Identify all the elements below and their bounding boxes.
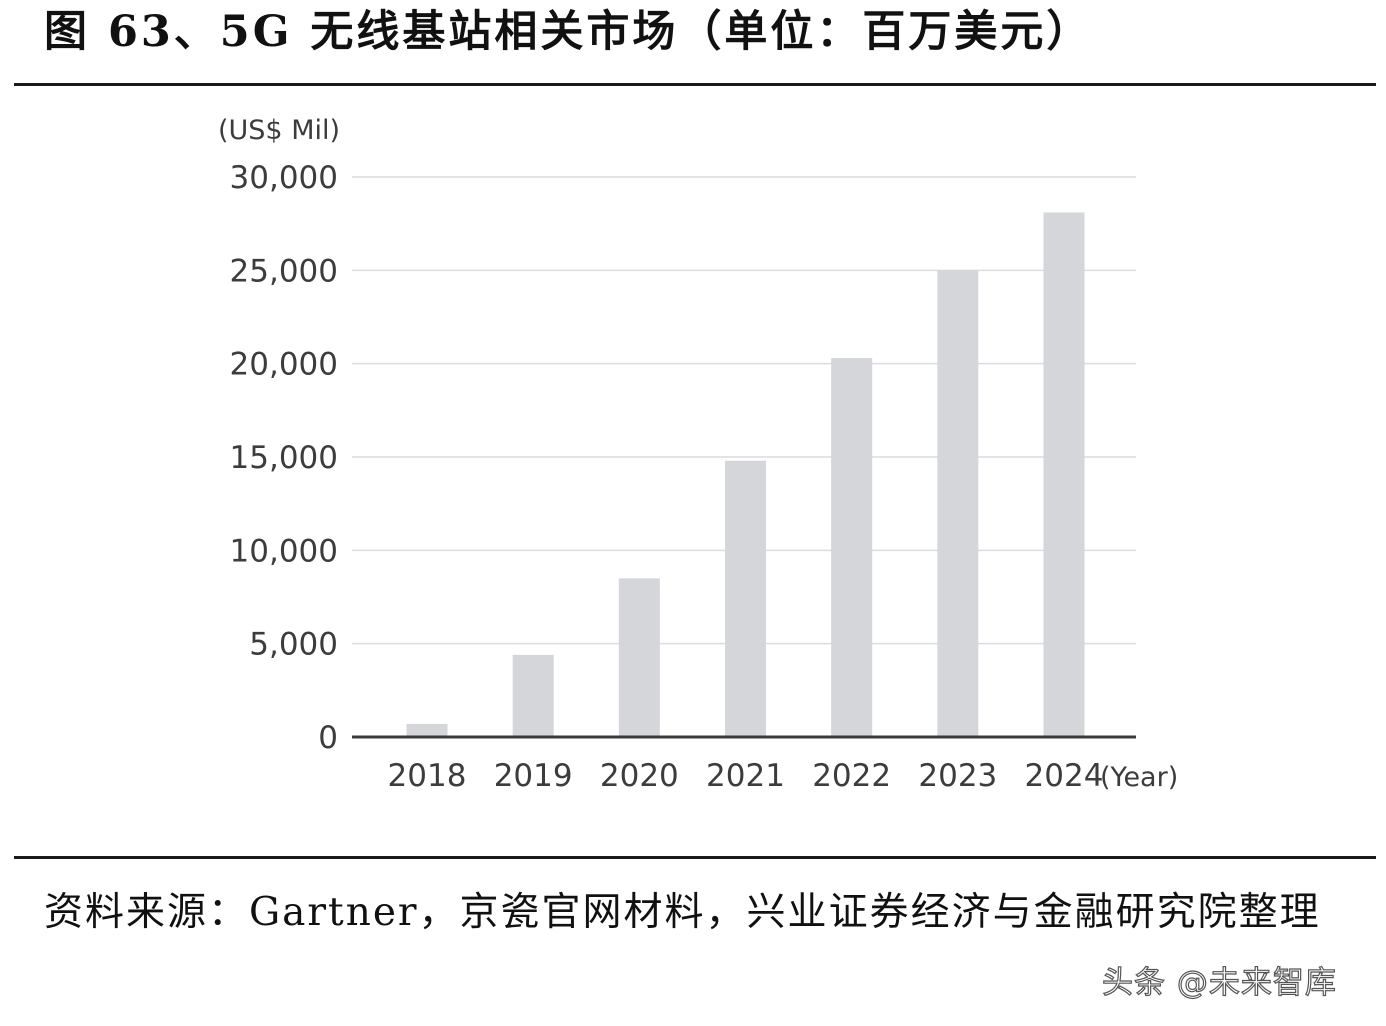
bar-2024 bbox=[1043, 212, 1085, 737]
bar-2023 bbox=[937, 270, 979, 737]
x-tick-labels: 2018 2019 2020 2021 2022 2023 2024 bbox=[388, 758, 1104, 794]
bar-2022 bbox=[831, 358, 873, 737]
y-tick-label: 10,000 bbox=[230, 533, 338, 569]
y-tick-label: 15,000 bbox=[230, 440, 338, 476]
y-tick-label: 25,000 bbox=[230, 253, 338, 289]
y-tick-label: 5,000 bbox=[249, 627, 338, 663]
source-note: 资料来源：Gartner，京瓷官网材料，兴业证券经济与金融研究院整理 bbox=[44, 890, 1321, 935]
bar-2020 bbox=[618, 578, 660, 737]
bar-2019 bbox=[512, 654, 554, 737]
y-tick-label: 0 bbox=[318, 720, 338, 756]
y-tick-labels: 0 5,000 10,000 15,000 20,000 25,000 30,000 bbox=[230, 160, 338, 756]
bar-2018 bbox=[406, 723, 448, 737]
watermark: 头条 @未来智库 bbox=[1101, 964, 1337, 1001]
x-axis-label: (Year) bbox=[1100, 762, 1178, 793]
title-divider bbox=[14, 83, 1376, 86]
x-tick-label-2020: 2020 bbox=[600, 758, 679, 794]
x-tick-label-2022: 2022 bbox=[812, 758, 891, 794]
x-tick-label-2024: 2024 bbox=[1025, 758, 1104, 794]
figure-title: 图 63、5G 无线基站相关市场（单位：百万美元） bbox=[44, 7, 1093, 57]
source-divider bbox=[14, 856, 1376, 859]
y-tick-label: 30,000 bbox=[230, 160, 338, 196]
bar-chart: (US$ Mil) 0 5,000 10,000 15,000 20,000 25,000… bbox=[218, 115, 1178, 794]
bars bbox=[406, 212, 1085, 737]
x-tick-label-2019: 2019 bbox=[494, 758, 573, 794]
x-tick-label-2018: 2018 bbox=[388, 758, 467, 794]
y-tick-label: 20,000 bbox=[230, 347, 338, 383]
y-axis-label: (US$ Mil) bbox=[218, 115, 340, 146]
x-tick-label-2021: 2021 bbox=[706, 758, 785, 794]
bar-2021 bbox=[725, 460, 766, 737]
x-tick-label-2023: 2023 bbox=[918, 758, 997, 794]
